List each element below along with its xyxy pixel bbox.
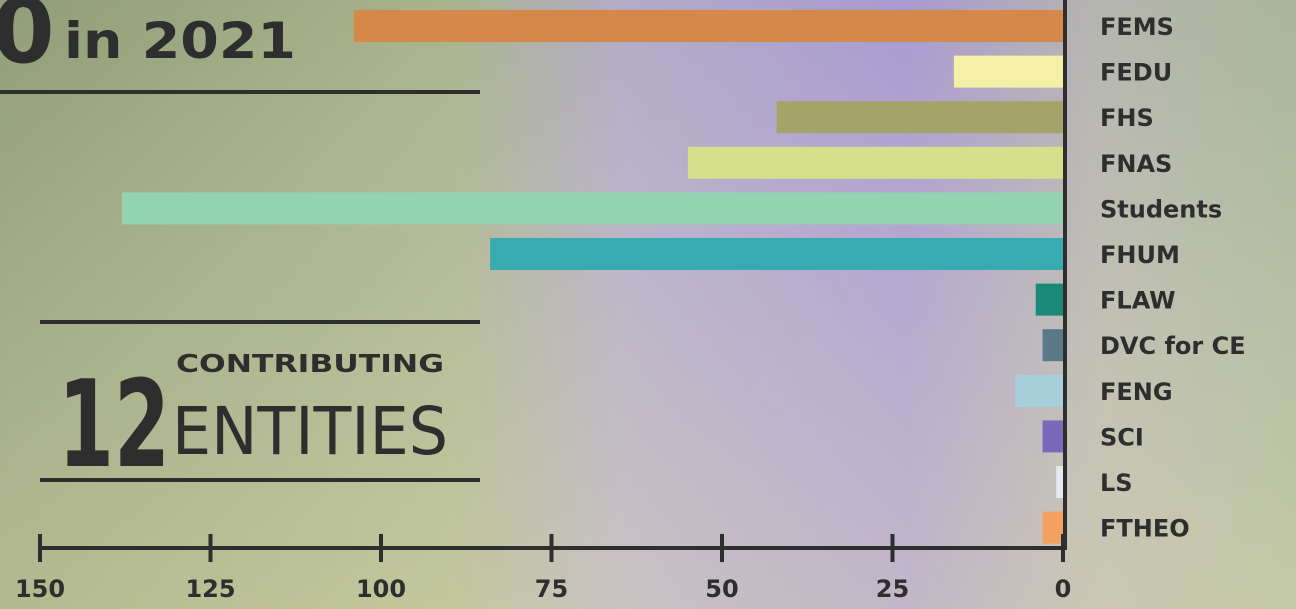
entities-number: 12 [58, 356, 170, 495]
x-tick-label: 150 [15, 575, 65, 603]
category-label: FENG [1100, 378, 1173, 406]
bar [490, 238, 1063, 270]
bar [353, 10, 1064, 42]
x-tick-label: 75 [535, 575, 568, 603]
category-label: LS [1100, 469, 1133, 497]
bar [1042, 329, 1063, 362]
bar [121, 192, 1064, 225]
entities-line1: CONTRIBUTING [176, 349, 444, 378]
entities-line2: ENTITIES [172, 393, 448, 470]
x-tick-label: 50 [705, 575, 738, 603]
x-tick-label: 0 [1055, 575, 1072, 603]
bar [953, 55, 1063, 88]
bar [1035, 283, 1063, 316]
x-tick-label: 25 [876, 575, 909, 603]
category-label: FNAS [1100, 150, 1172, 178]
category-label: FEMS [1100, 13, 1174, 41]
headline-number: 0 [0, 0, 55, 84]
x-tick-label: 100 [356, 575, 406, 603]
bar [1042, 420, 1063, 453]
category-label: Students [1100, 195, 1222, 223]
category-label: DVC for CE [1100, 332, 1246, 360]
bar [1056, 466, 1063, 498]
category-label: SCI [1100, 423, 1144, 451]
bar [1015, 374, 1063, 407]
category-label: FHS [1100, 104, 1154, 132]
bar [1042, 511, 1063, 544]
category-label: FHUM [1100, 241, 1180, 269]
bar [687, 146, 1063, 179]
category-label: FEDU [1100, 59, 1172, 87]
x-tick-label: 125 [185, 575, 235, 603]
bar [776, 101, 1063, 134]
headline-text: in 2021 [64, 12, 296, 70]
category-label: FLAW [1100, 287, 1176, 315]
category-label: FTHEO [1100, 515, 1190, 543]
